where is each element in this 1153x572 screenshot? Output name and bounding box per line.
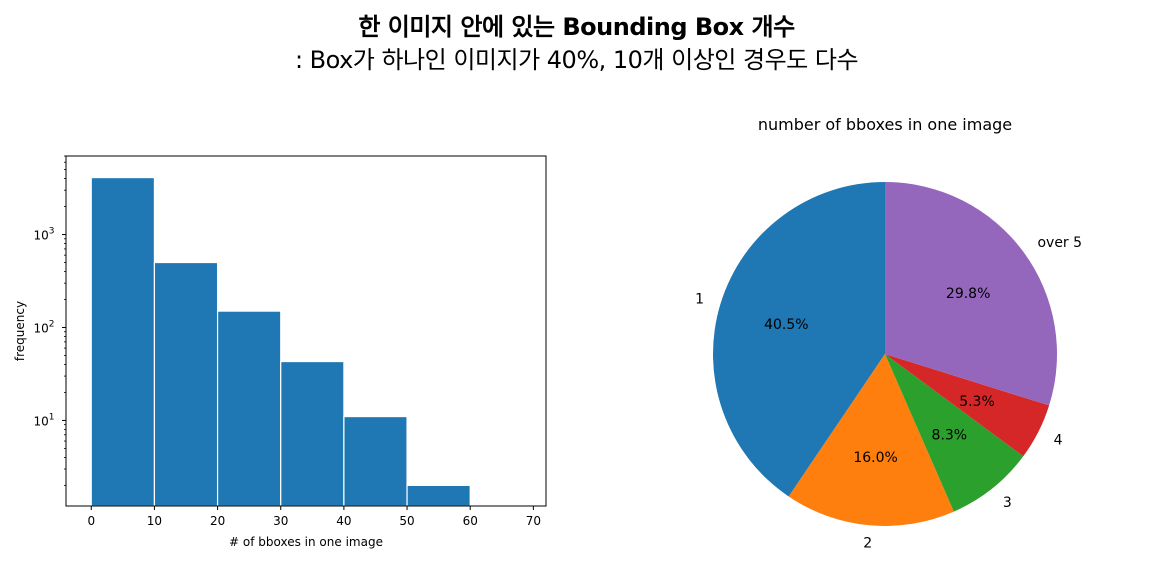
histogram-x-ticks: 0 10 20 30 40 50 60 70	[87, 506, 541, 528]
pie-percent-label: 5.3%	[959, 394, 995, 410]
histogram-bar	[406, 484, 471, 507]
pie-category-label: 2	[863, 535, 872, 551]
pie-slice	[885, 354, 1050, 457]
histogram-bar	[280, 360, 345, 507]
histogram-y-tick-label: 102	[33, 319, 54, 335]
pie-slice	[885, 182, 1057, 406]
histogram-x-tick-label: 10	[147, 514, 162, 528]
histogram-y-axis-label: frequency	[13, 301, 27, 361]
pie-percent-label: 8.3%	[932, 428, 968, 444]
histogram-bars	[90, 176, 471, 507]
pie-slice	[788, 354, 954, 526]
histogram-x-tick-label: 30	[273, 514, 288, 528]
histogram-x-tick-label: 0	[87, 514, 95, 528]
histogram-bar	[90, 176, 156, 507]
histogram-x-axis-label: # of bboxes in one image	[229, 535, 383, 549]
histogram-x-tick-label: 50	[399, 514, 414, 528]
histogram-plot-frame	[65, 155, 547, 507]
pie-category-label: over 5	[1037, 235, 1082, 251]
histogram-x-tick-label: 20	[210, 514, 225, 528]
histogram-x-tick-label: 70	[526, 514, 541, 528]
histogram-bar	[153, 261, 219, 507]
histogram-x-tick-label: 60	[463, 514, 478, 528]
pie-chart-title: number of bboxes in one image	[758, 115, 1012, 134]
pie-percent-label: 40.5%	[764, 317, 808, 333]
pie-category-label: 1	[695, 292, 704, 308]
histogram-x-tick-label: 40	[336, 514, 351, 528]
histogram-bar	[216, 310, 282, 507]
histogram-y-tick-label: 103	[33, 227, 54, 243]
histogram-bar	[343, 415, 408, 507]
pie-category-label: 4	[1054, 433, 1063, 449]
histogram-y-tick-label: 101	[33, 412, 54, 428]
pie-chart: 40.5% 1 16.0% 2 8.3% 3 5.3% 4 29.8% over 5	[695, 182, 1082, 551]
slide-header: 한 이미지 안에 있는 Bounding Box 개수 : Box가 하나인 이…	[0, 10, 1153, 76]
pie-percent-label: 29.8%	[946, 286, 990, 302]
pie-percent-label: 16.0%	[853, 450, 897, 466]
pie-slice	[885, 354, 1024, 512]
pie-slice	[712, 182, 885, 497]
slide-subtitle: : Box가 하나인 이미지가 40%, 10개 이상인 경우도 다수	[294, 46, 859, 74]
histogram-y-ticks: 101 102 103	[33, 155, 66, 486]
slide-title: 한 이미지 안에 있는 Bounding Box 개수	[358, 13, 795, 41]
pie-category-label: 3	[1003, 495, 1012, 511]
